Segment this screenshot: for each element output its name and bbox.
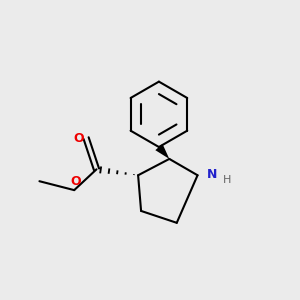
Text: O: O (74, 132, 84, 145)
Text: O: O (70, 175, 81, 188)
Text: N: N (206, 168, 217, 181)
Polygon shape (155, 144, 169, 159)
Text: H: H (223, 175, 231, 185)
